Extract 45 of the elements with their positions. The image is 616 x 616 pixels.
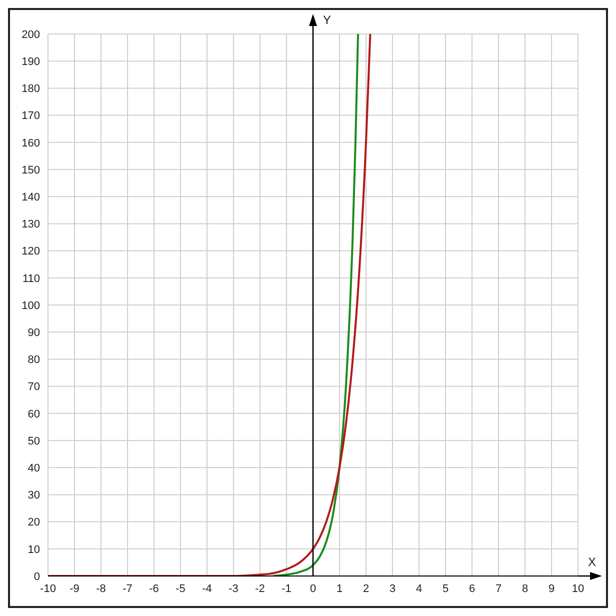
y-tick-label: 70 [28, 381, 40, 394]
x-tick-label: -7 [122, 582, 132, 595]
x-tick-label: -10 [40, 582, 56, 595]
x-tick-label: 3 [389, 582, 396, 595]
y-tick-label: 30 [28, 490, 40, 502]
y-tick-label: 80 [28, 354, 40, 366]
y-tick-label: 20 [28, 516, 40, 529]
y-tick-label: 10 [28, 544, 40, 556]
y-tick-label: 160 [22, 137, 40, 150]
x-tick-label: 4 [416, 582, 422, 595]
y-axis-title: Y [323, 13, 332, 27]
y-tick-label: 110 [22, 272, 40, 285]
x-tick-label: 1 [336, 582, 343, 595]
x-tick-label: 0 [310, 582, 316, 595]
x-tick-label: -5 [176, 582, 186, 595]
x-tick-label: 6 [468, 582, 476, 595]
y-tick-label: 190 [22, 56, 40, 68]
y-tick-label: 130 [22, 218, 40, 231]
y-tick-label: 140 [22, 192, 40, 204]
x-tick-label: 2 [362, 582, 370, 595]
x-tick-label: -6 [149, 582, 159, 595]
y-tick-label: 170 [22, 110, 40, 122]
x-tick-label: -2 [255, 582, 265, 595]
line-series [272, 34, 360, 576]
x-tick-label: -1 [282, 582, 292, 595]
x-tick-label: -4 [202, 582, 212, 595]
x-tick-label: 7 [495, 582, 502, 595]
x-tick-label: 8 [522, 582, 528, 595]
x-tick-label: 5 [442, 582, 449, 595]
y-tick-label: 60 [28, 408, 40, 420]
y-tick-label: 40 [28, 462, 40, 475]
x-tick-label: 10 [572, 582, 584, 595]
x-tick-label: -8 [96, 582, 106, 595]
x-axis-title: X [588, 555, 596, 569]
y-tick-label: 100 [22, 300, 40, 312]
y-tick-label: 120 [22, 246, 40, 258]
x-tick-label: -9 [70, 582, 80, 595]
y-tick-label: 200 [22, 28, 40, 41]
y-tick-label: 150 [22, 164, 40, 176]
y-tick-label: 50 [28, 435, 40, 448]
x-tick-label: -3 [228, 582, 238, 595]
y-tick-label: 180 [22, 83, 40, 96]
x-tick-label: 9 [548, 582, 555, 595]
y-tick-label: 90 [28, 327, 40, 340]
y-tick-label: 0 [34, 570, 40, 583]
